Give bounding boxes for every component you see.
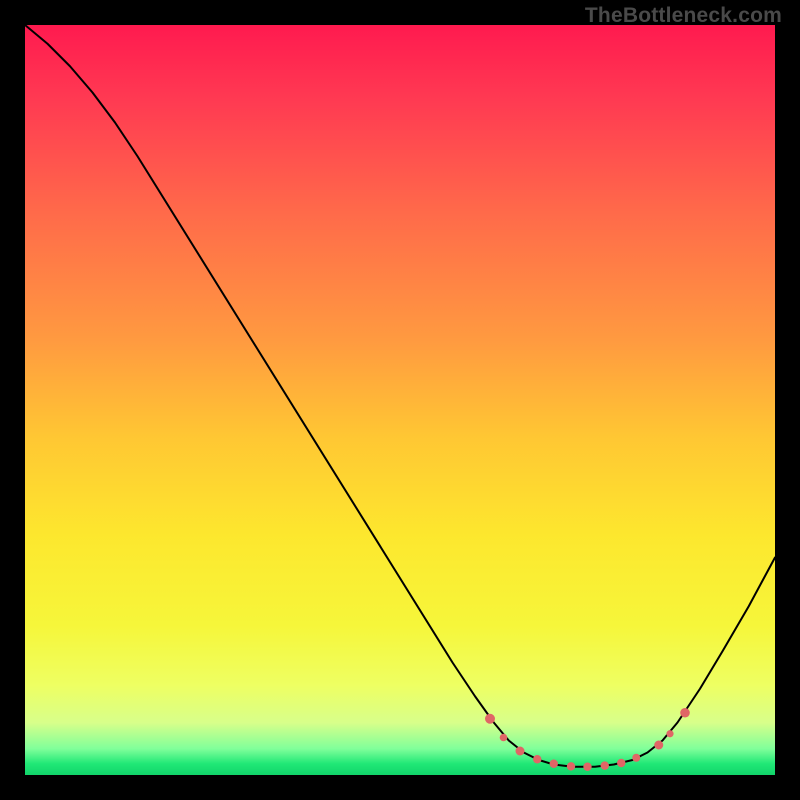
curve-marker (666, 730, 673, 737)
curve-marker (550, 760, 558, 768)
curve-marker (485, 714, 495, 724)
curve-marker (516, 747, 525, 756)
curve-marker (632, 754, 640, 762)
curve-marker (617, 759, 625, 767)
curve-marker (654, 741, 663, 750)
gradient-background (25, 25, 775, 775)
curve-marker (567, 762, 575, 770)
chart-area (25, 25, 775, 775)
curve-marker (583, 763, 591, 771)
chart-svg (25, 25, 775, 775)
curve-marker (680, 708, 690, 718)
curve-marker (500, 734, 508, 742)
curve-marker (601, 761, 609, 769)
curve-marker (533, 755, 541, 763)
